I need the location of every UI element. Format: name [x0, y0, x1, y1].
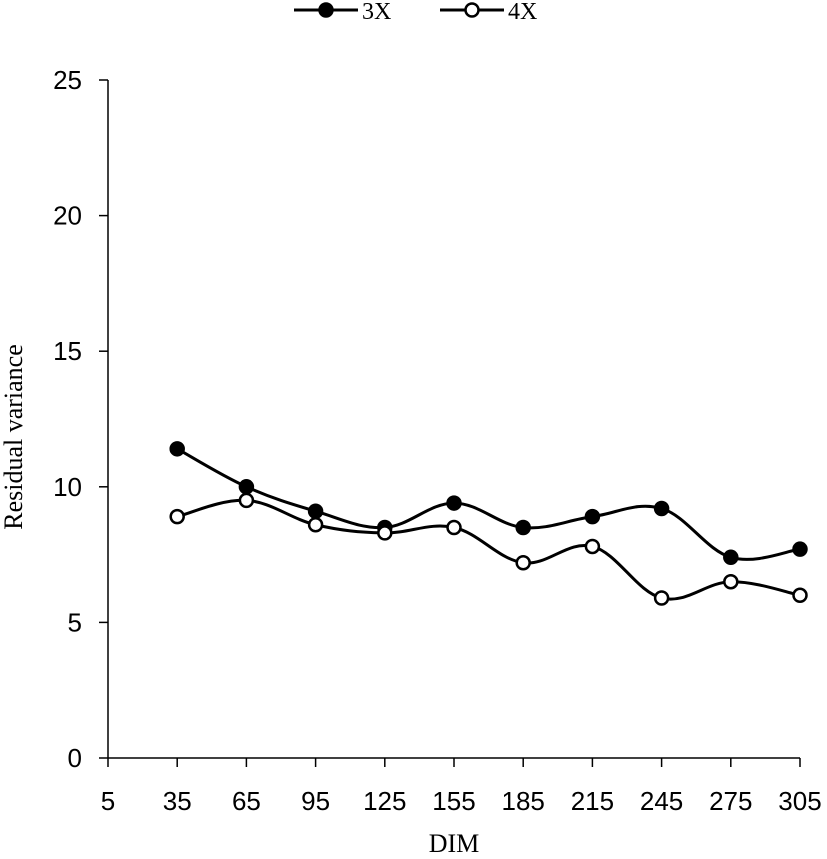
- data-point-4x: [446, 519, 462, 536]
- data-point-3x: [792, 541, 808, 557]
- y-tick-label: 5: [68, 607, 82, 637]
- data-point-4x: [723, 573, 739, 590]
- data-point-3x: [723, 549, 739, 566]
- x-tick-label: 185: [502, 786, 545, 816]
- data-point-3x: [515, 519, 531, 536]
- legend-marker-3x: [318, 2, 334, 18]
- data-point-4x: [653, 590, 670, 606]
- x-tick-label: 65: [232, 786, 261, 816]
- data-point-3x: [238, 479, 255, 495]
- legend-label-3x: 3X: [362, 0, 391, 25]
- x-tick-label: 5: [101, 786, 115, 816]
- series-layer: [169, 441, 808, 606]
- x-tick-label: 95: [301, 786, 330, 816]
- data-point-3x: [446, 495, 462, 511]
- x-tick-label: 125: [363, 786, 406, 816]
- y-tick-label: 20: [53, 201, 82, 231]
- data-point-4x: [792, 587, 808, 604]
- x-tick-label: 215: [571, 786, 614, 816]
- x-tick-label: 245: [640, 786, 683, 816]
- y-axis: 0 5 10 15 20 25: [53, 65, 109, 773]
- x-axis-title: DIM: [429, 829, 480, 858]
- legend-label-4x: 4X: [508, 0, 537, 25]
- y-tick-label: 0: [68, 743, 82, 773]
- x-axis: 5 35 65 95 125 155 185 215 245 275 305: [101, 757, 822, 816]
- data-point-3x: [307, 503, 324, 519]
- data-point-3x: [169, 441, 185, 457]
- data-point-4x: [307, 517, 324, 533]
- data-point-3x: [584, 508, 601, 525]
- legend-marker-4x: [464, 2, 480, 18]
- x-tick-label: 305: [778, 786, 821, 816]
- x-tick-label: 275: [709, 786, 752, 816]
- data-point-4x: [169, 508, 185, 525]
- data-point-4x: [377, 525, 393, 541]
- data-point-4x: [515, 554, 531, 571]
- x-tick-label: 35: [163, 786, 192, 816]
- y-tick-label: 15: [53, 336, 82, 366]
- y-tick-label: 10: [53, 472, 82, 502]
- x-tick-label: 155: [432, 786, 475, 816]
- series-line-3x: [176, 447, 801, 561]
- series-line-4x: [176, 498, 801, 601]
- y-axis-title: Residual variance: [0, 344, 28, 530]
- y-tick-label: 25: [53, 65, 82, 95]
- data-point-3x: [653, 500, 670, 517]
- data-point-4x: [584, 538, 601, 555]
- legend: 3X 4X: [294, 0, 537, 25]
- data-point-4x: [238, 492, 255, 509]
